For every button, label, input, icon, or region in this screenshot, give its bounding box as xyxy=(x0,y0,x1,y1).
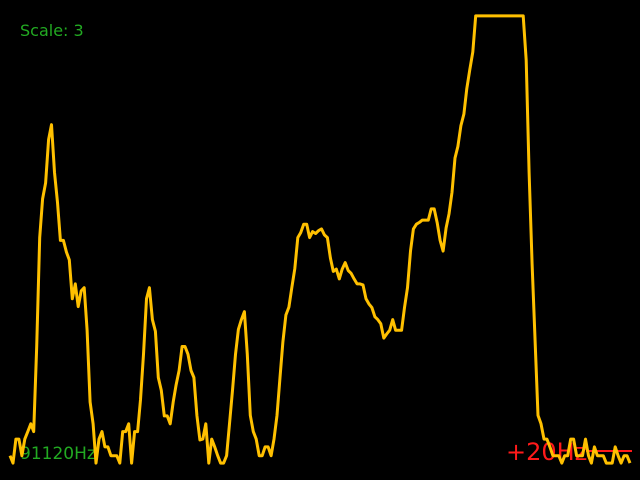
spectrum-trace-layer xyxy=(8,14,632,465)
frequency-readout: 91120Hz xyxy=(20,444,96,464)
offset-marker xyxy=(586,450,632,452)
scale-readout: Scale: 3 xyxy=(20,21,84,40)
spectrum-trace xyxy=(8,14,632,465)
